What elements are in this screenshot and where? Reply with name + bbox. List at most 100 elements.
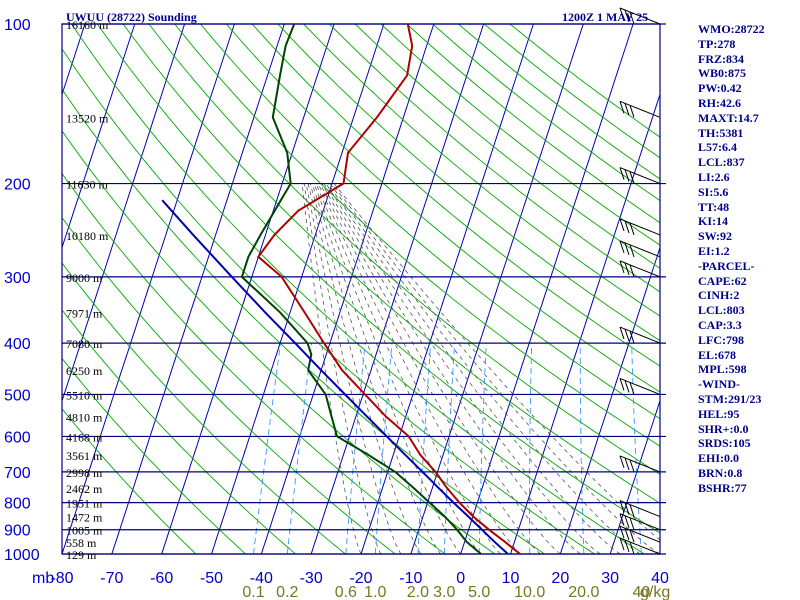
dry-adiabat-line bbox=[148, 24, 660, 475]
wind-barb-flag bbox=[624, 539, 630, 553]
wind-barb bbox=[619, 260, 661, 278]
wind-barb-flag bbox=[629, 105, 635, 118]
moist-adiabat-line bbox=[301, 183, 362, 554]
wind-barb-flag bbox=[619, 513, 625, 526]
wind-barb-flag bbox=[624, 169, 630, 182]
index-line: WMO:28722 bbox=[698, 22, 765, 36]
dry-adiabat-line bbox=[62, 48, 596, 554]
wind-barb-flag bbox=[624, 9, 630, 23]
moist-adiabat-line bbox=[313, 183, 481, 554]
wind-barb-flag bbox=[629, 541, 635, 555]
wind-barb-flag bbox=[624, 502, 630, 515]
wind-barb-flag bbox=[619, 537, 625, 551]
index-line: TH:5381 bbox=[698, 125, 744, 140]
index-line: CAPE:62 bbox=[698, 273, 747, 288]
wind-barb-flag bbox=[624, 242, 630, 256]
index-line: LCL:837 bbox=[698, 155, 745, 170]
wind-barb bbox=[619, 513, 661, 531]
dry-adiabat-line bbox=[62, 130, 496, 554]
dry-adiabat-line bbox=[62, 262, 347, 554]
pressure-tick-label: 500 bbox=[4, 387, 31, 404]
isotherm-line bbox=[62, 24, 136, 250]
index-line: EL:678 bbox=[698, 347, 737, 362]
wind-barb-flag bbox=[619, 455, 625, 469]
mixing-ratio-tick-label: 3.0 bbox=[433, 584, 455, 600]
isotherm-line bbox=[62, 24, 186, 403]
mixing-ratio-line bbox=[253, 343, 282, 554]
dry-adiabat-line bbox=[199, 24, 660, 420]
series-dew-point-line bbox=[240, 24, 482, 554]
series-parcel-line bbox=[161, 199, 509, 554]
plot-frame bbox=[61, 23, 661, 555]
isobar-lines bbox=[61, 23, 666, 555]
dry-adiabat-line bbox=[303, 24, 660, 317]
wind-barb bbox=[619, 240, 661, 258]
isotherm-line bbox=[360, 24, 534, 554]
index-line: SHR+:0.0 bbox=[698, 421, 749, 436]
dry-adiabat-line bbox=[62, 357, 247, 554]
wind-barb-flag bbox=[619, 218, 625, 232]
height-label: 7080 m bbox=[66, 337, 103, 351]
isotherm-line bbox=[111, 24, 285, 554]
wind-barb-flag bbox=[619, 326, 625, 340]
temperature-tick-label: 10 bbox=[502, 570, 520, 587]
height-label: 2462 m bbox=[66, 482, 103, 496]
index-line: TT:48 bbox=[698, 199, 730, 214]
mixing-ratio-tick-label: 1.0 bbox=[364, 584, 386, 600]
wind-barb-flag bbox=[629, 517, 635, 530]
height-label: 558 m bbox=[66, 536, 97, 550]
stability-indices-panel: WMO:28722 TP:278 FRZ:834 WB0:875 PW:0.42 RH:4… bbox=[698, 22, 798, 496]
index-line: KI:14 bbox=[698, 214, 728, 229]
index-line: BSHR:77 bbox=[698, 480, 747, 495]
temperature-tick-label: -50 bbox=[200, 570, 223, 587]
temperature-tick-label: 40 bbox=[651, 570, 669, 587]
wind-barb-flag bbox=[629, 11, 635, 25]
index-line: -WIND- bbox=[698, 377, 740, 392]
wind-barb-flag bbox=[619, 526, 625, 539]
height-label: 7971 m bbox=[66, 306, 103, 320]
index-line: PW:0.42 bbox=[698, 81, 742, 96]
isotherm-line bbox=[410, 24, 584, 554]
wind-barb-staff bbox=[619, 260, 661, 278]
dry-adiabat-line bbox=[174, 24, 660, 447]
height-label: 3561 m bbox=[66, 449, 103, 463]
pressure-tick-label: 900 bbox=[4, 523, 31, 540]
wind-barb-flag bbox=[629, 171, 635, 184]
index-line: -PARCEL- bbox=[698, 258, 755, 273]
temperature-tick-label: -70 bbox=[100, 570, 123, 587]
wind-barbs bbox=[619, 7, 661, 555]
wind-barb bbox=[619, 218, 661, 236]
height-label: 13520 m bbox=[66, 111, 109, 125]
wind-barb-flag bbox=[624, 220, 630, 234]
moist-adiabat-line bbox=[323, 183, 581, 554]
dry-adiabat-line bbox=[277, 24, 660, 342]
isotherm-line bbox=[460, 24, 634, 554]
temperature-tick-label: -80 bbox=[50, 570, 73, 587]
height-label: 4810 m bbox=[66, 410, 103, 424]
index-line: RH:42.6 bbox=[698, 95, 741, 110]
wind-barb bbox=[619, 537, 661, 555]
wind-barb-flag bbox=[619, 500, 625, 513]
isotherm-line bbox=[310, 24, 485, 554]
index-line: LI:2.6 bbox=[698, 169, 730, 184]
temperature-tick-label: -10 bbox=[399, 570, 422, 587]
mixing-ratio-tick-label: 10.0 bbox=[514, 584, 545, 600]
mixing-ratio-tick-label: 0.6 bbox=[335, 584, 357, 600]
dry-adiabat-line bbox=[251, 24, 660, 367]
dry-adiabat-line bbox=[225, 24, 660, 393]
pressure-tick-label: 800 bbox=[4, 496, 31, 513]
temperature-tick-label: 0 bbox=[456, 570, 465, 587]
height-label: 5510 m bbox=[66, 388, 103, 402]
isotherm-line bbox=[509, 92, 660, 554]
wind-barb bbox=[619, 7, 661, 25]
moist-adiabat-line bbox=[325, 183, 601, 554]
moist-adiabat-line bbox=[317, 183, 521, 554]
height-label: 16160 m bbox=[66, 18, 109, 32]
index-line: MPL:598 bbox=[698, 362, 747, 377]
dry-adiabat-line bbox=[62, 309, 297, 554]
wind-barb bbox=[619, 100, 661, 118]
moist-adiabat-line bbox=[307, 183, 422, 554]
wind-barb-flag bbox=[624, 380, 630, 393]
wind-barb-staff bbox=[619, 167, 661, 185]
